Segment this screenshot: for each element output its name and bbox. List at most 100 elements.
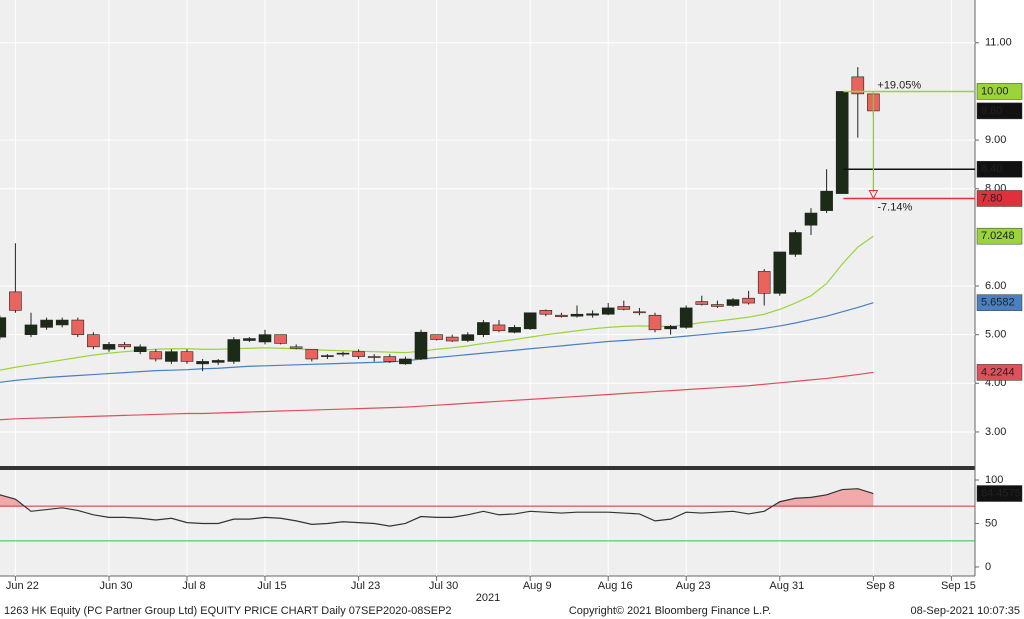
footer-left: 1263 HK Equity (PC Partner Group Ltd) EQ… [4, 605, 452, 617]
candle-body [601, 307, 615, 315]
level-tag-box [976, 161, 1023, 178]
annotation: +19.05% [877, 79, 921, 91]
y-tick-label: 50 [985, 517, 997, 529]
series-tag: 4.2244 [981, 366, 1015, 378]
candle-body [445, 336, 459, 342]
candle-body [835, 91, 849, 194]
series-tag-box [976, 364, 1023, 381]
candle-body [726, 299, 740, 306]
level-tag-box [976, 190, 1023, 207]
series-tag-box [976, 294, 1023, 311]
candle-body [258, 334, 272, 343]
candle-body [305, 348, 319, 360]
candle-body [87, 334, 100, 348]
moving-average-line [0, 302, 874, 383]
y-tick-label: 5.00 [985, 329, 1006, 341]
candle-body [196, 361, 209, 365]
candle-body [430, 334, 443, 340]
rsi-panel [0, 470, 975, 576]
candle-body [383, 356, 397, 362]
candle-body [55, 319, 69, 326]
candle-body [336, 352, 350, 355]
candle-body [133, 346, 147, 352]
candle-body [180, 351, 194, 362]
level-tag: 8.40 [981, 163, 1002, 175]
candle-body [71, 319, 85, 335]
candle-body [227, 339, 241, 362]
candle-body [773, 251, 787, 294]
candle-body [289, 346, 303, 349]
candle-body [508, 327, 521, 333]
candle-body [742, 297, 755, 304]
moving-average-line [0, 371, 874, 421]
y-tick-label: 3.00 [985, 426, 1006, 438]
rsi-line [0, 488, 874, 527]
level-tag-box [976, 102, 1023, 120]
candle-body [414, 331, 428, 360]
x-tick-label: Jul 15 [257, 580, 286, 592]
candle-body [820, 190, 833, 211]
candle-body [679, 307, 693, 328]
candle-body [274, 334, 287, 344]
rsi-tag: 84.4575 [981, 487, 1021, 499]
candle-body [633, 311, 646, 314]
candle-body [586, 313, 599, 316]
x-tick-label: Jul 30 [429, 580, 458, 592]
candle-body [789, 232, 802, 255]
candle-body [851, 76, 865, 95]
candle-body [570, 313, 584, 317]
candle-body [352, 351, 365, 357]
series-tag: 5.6582 [981, 297, 1015, 309]
rsi-tag-box [976, 485, 1023, 502]
level-tag: 9.60 [981, 105, 1002, 117]
x-tick-label: Aug 31 [769, 580, 804, 592]
candle-body [40, 319, 53, 328]
candle-body [555, 314, 568, 317]
candle-body [399, 358, 412, 365]
x-tick-label: Aug 16 [598, 580, 633, 592]
footer-center: Copyright© 2021 Bloomberg Finance L.P. [569, 605, 771, 617]
candle-body [492, 324, 506, 332]
overbought-fill [0, 488, 874, 507]
candle-body [367, 356, 381, 358]
candle-body [118, 344, 131, 348]
series-tag: 7.0248 [981, 230, 1015, 242]
x-sublabel: 2021 [476, 592, 500, 604]
y-tick-label: 6.00 [985, 280, 1006, 292]
candle-body [523, 312, 537, 330]
y-tick-label: 0 [985, 561, 991, 573]
candle-body [211, 360, 225, 363]
y-tick-label: 11.00 [985, 37, 1012, 49]
level-tag-box [976, 83, 1023, 100]
x-tick-label: Jul 8 [182, 580, 205, 592]
candle-body [461, 334, 475, 341]
candle-body [102, 344, 116, 350]
level-tag: 7.80 [981, 192, 1002, 204]
x-tick-label: Jun 22 [6, 580, 39, 592]
price-panel [0, 0, 975, 466]
level-tag: 10.00 [981, 85, 1009, 97]
candle-body [0, 317, 7, 338]
candle-body [165, 351, 178, 362]
y-tick-label: 9.00 [985, 134, 1006, 146]
x-tick-label: Sep 15 [941, 580, 976, 592]
range-arrow-head [868, 189, 879, 200]
series-tag-box [976, 227, 1023, 245]
candle-body [477, 322, 490, 335]
candle-body [24, 324, 38, 335]
x-tick-label: Aug 23 [676, 580, 711, 592]
candle-body [149, 351, 163, 360]
candle-body [664, 326, 677, 330]
y-tick-label: 100 [985, 474, 1003, 486]
footer-right: 08-Sep-2021 10:07:35 [911, 605, 1020, 617]
candle-body [539, 310, 553, 315]
candle-body [711, 304, 724, 307]
panel-separator [0, 466, 975, 470]
candle-body [321, 355, 334, 357]
candle-body [617, 306, 631, 310]
candle-body [695, 301, 709, 305]
candle-body [648, 314, 662, 331]
candle-body [804, 212, 818, 226]
